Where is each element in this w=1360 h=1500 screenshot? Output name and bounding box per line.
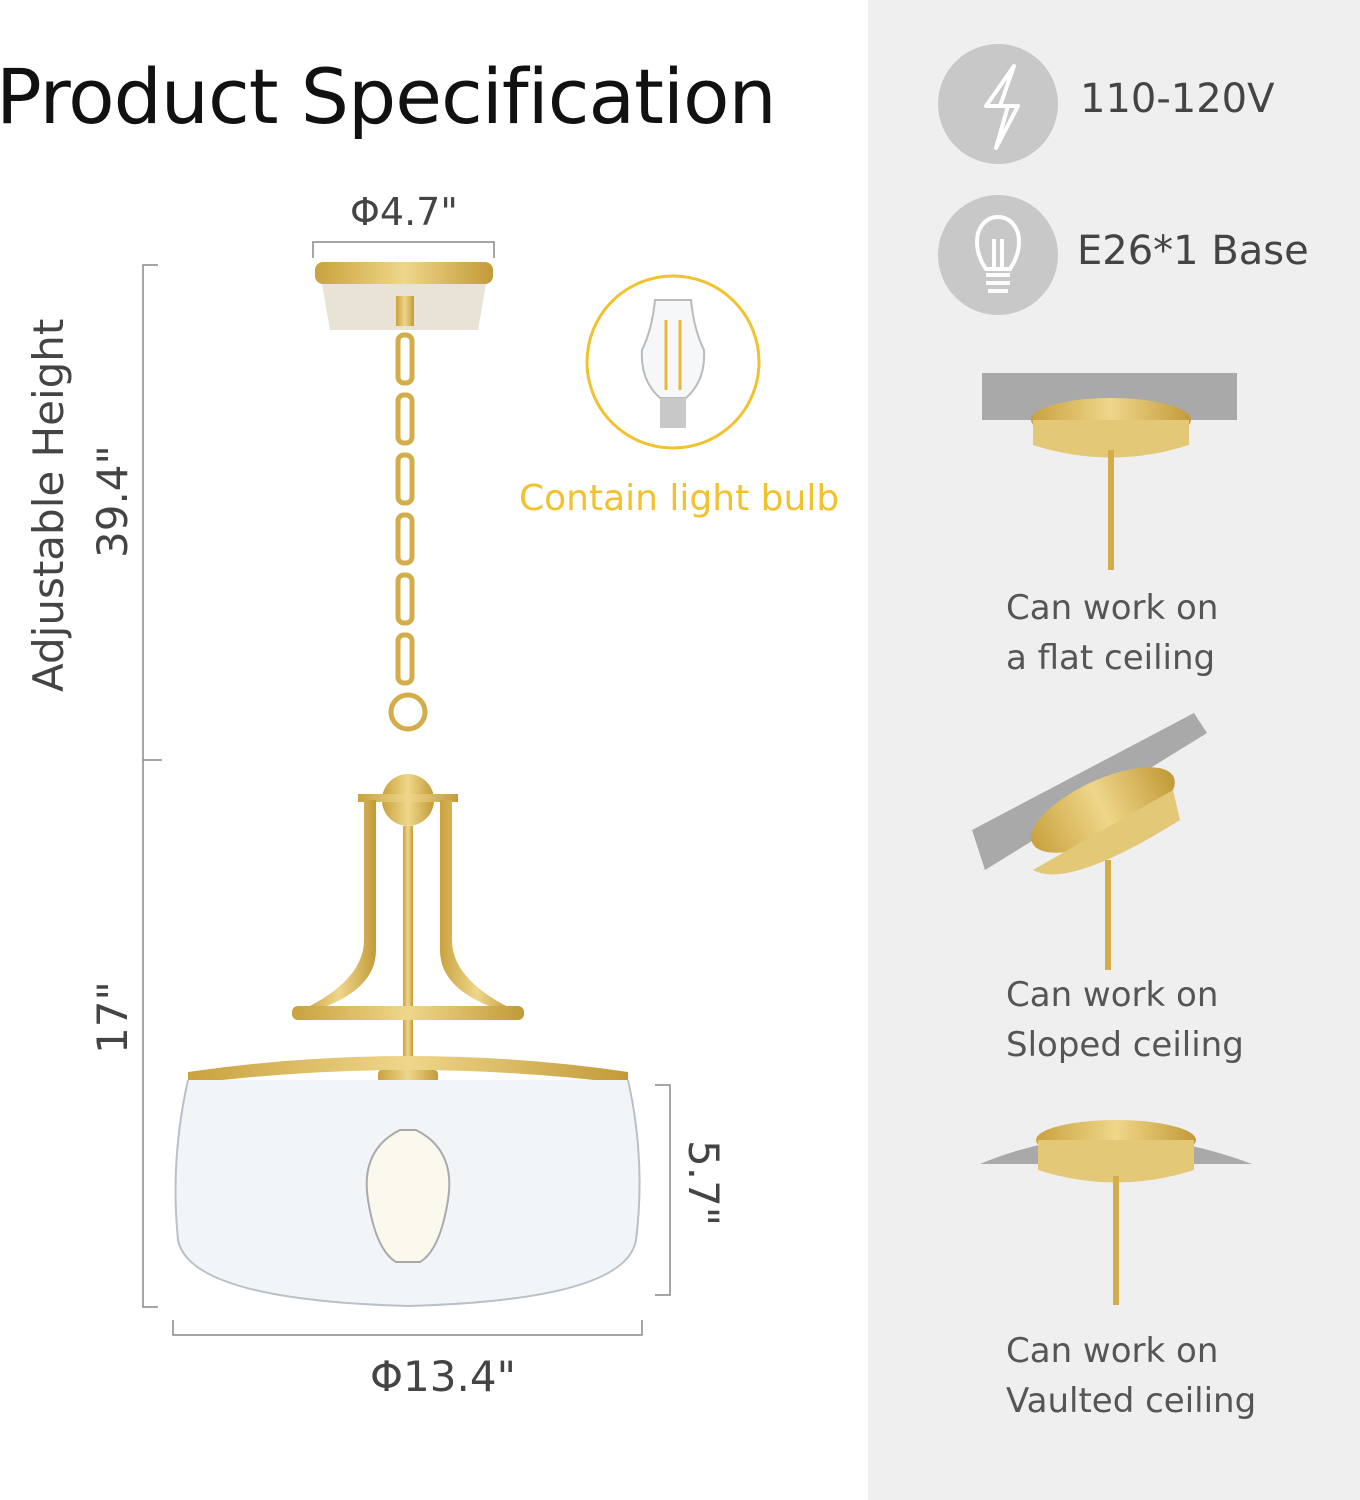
fixture-height: 17" [88, 981, 137, 1054]
adjustable-height-label: Adjustable Height [24, 318, 73, 692]
caption-line: Can work on [1006, 1331, 1219, 1371]
shade-diameter: Φ13.4" [370, 1352, 516, 1401]
base-label: E26*1 Base [1077, 228, 1309, 274]
sloped-ceiling-diagram [972, 713, 1207, 970]
caption-line: Can work on [1006, 588, 1219, 628]
vaulted-ceiling-caption: Can work on Vaulted ceiling [1006, 1326, 1256, 1426]
adjustable-height-value: 39.4" [88, 445, 137, 558]
caption-line: Vaulted ceiling [1006, 1381, 1257, 1421]
flat-ceiling-diagram [982, 373, 1237, 570]
canopy [315, 262, 493, 330]
flat-ceiling-caption: Can work on a flat ceiling [1006, 583, 1218, 683]
bulb [365, 1129, 451, 1263]
caption-line: Can work on [1006, 975, 1219, 1015]
lightning-icon [984, 64, 1020, 150]
frame [188, 774, 628, 1126]
light-bulb-icon [975, 214, 1021, 293]
bulb-callout-label: Contain light bulb [519, 478, 840, 519]
canopy-diameter: Φ4.7" [350, 190, 458, 234]
chain [388, 332, 428, 732]
pendant-diagram [142, 241, 761, 1336]
sloped-ceiling-caption: Can work on Sloped ceiling [1006, 970, 1244, 1070]
caption-line: a flat ceiling [1006, 638, 1216, 678]
voltage-label: 110-120V [1080, 76, 1275, 122]
caption-line: Sloped ceiling [1006, 1025, 1244, 1065]
base-badge [938, 195, 1058, 315]
voltage-badge [938, 44, 1058, 164]
shade-height: 5.7" [679, 1140, 728, 1227]
ceiling-diagrams [972, 373, 1252, 1305]
dimension-lines [142, 241, 671, 1336]
vaulted-ceiling-diagram [980, 1120, 1252, 1305]
page-title: Product Specification [0, 52, 777, 141]
